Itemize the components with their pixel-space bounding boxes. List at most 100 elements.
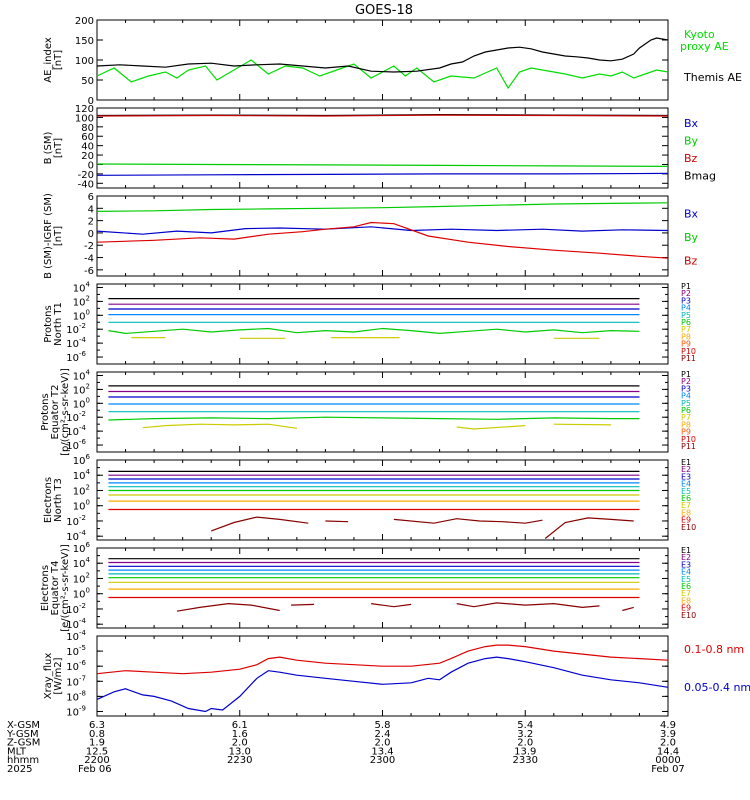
- x-axis-cell: 14.4: [657, 746, 679, 757]
- panel-frame: [96, 19, 669, 101]
- legend-entry: Kyoto: [684, 28, 715, 41]
- legend-entry: P7: [681, 325, 691, 334]
- series-line-p6: [108, 327, 640, 335]
- y-tick-label: 60: [81, 132, 94, 143]
- legend-entry: By: [684, 134, 699, 147]
- y-tick-label: 200: [75, 16, 94, 27]
- legend-entry: By: [684, 231, 699, 244]
- series-line-e10: [371, 603, 412, 608]
- x-axis-cell: 13.9: [514, 746, 536, 757]
- y-tick-label: 0: [88, 160, 94, 171]
- x-axis-cell: 2.0: [232, 738, 248, 749]
- legend-entry: Bmag: [684, 169, 716, 182]
- series-line-p6: [108, 416, 640, 421]
- y-tick-label: 100: [75, 56, 94, 67]
- legend-entry: E8: [681, 596, 691, 605]
- x-axis-cell: 2330: [513, 755, 538, 766]
- series-line-by: [96, 202, 669, 212]
- legend-entry: P6: [681, 318, 691, 327]
- y-tick-label: 102: [73, 382, 90, 396]
- y-axis-title: North T3: [53, 478, 64, 522]
- legend-entry: P11: [681, 354, 696, 363]
- y-tick-label: 100: [73, 499, 90, 513]
- series-line-bx: [96, 226, 669, 235]
- x-axis-row-label: 2025: [7, 764, 32, 775]
- series-line-bx: [96, 172, 669, 176]
- series-line-themis-ae: [96, 37, 669, 73]
- legend-entry: E6: [681, 494, 691, 503]
- legend-entry: P9: [681, 428, 691, 437]
- legend-entry: P11: [681, 442, 696, 451]
- y-tick-label: 50: [81, 76, 94, 87]
- series-line-p7: [553, 423, 611, 426]
- legend-entry: P2: [681, 377, 691, 386]
- y-tick-label: 20: [81, 151, 94, 162]
- legend-entry: E5: [681, 487, 691, 496]
- y-tick-label: 80: [81, 123, 94, 134]
- series-line-e10: [176, 602, 280, 612]
- x-axis-cell: Feb 06: [78, 764, 112, 775]
- legend-entry: P4: [681, 304, 691, 313]
- y-tick-label: 10-6: [66, 659, 86, 673]
- legend-entry: E6: [681, 582, 691, 591]
- legend-entry: P1: [681, 370, 691, 379]
- y-axis-title: Electrons: [40, 565, 51, 611]
- x-axis-cell: 4.9: [660, 720, 676, 731]
- y-tick-label: 4: [88, 204, 94, 215]
- x-axis-cell: 1.9: [89, 738, 105, 749]
- x-axis-cell: 6.1: [232, 720, 248, 731]
- x-axis-row-label: MLT: [7, 746, 27, 757]
- x-axis-cell: 2.0: [375, 738, 391, 749]
- series-line-e10: [456, 602, 600, 609]
- series-line-e10: [622, 606, 634, 612]
- legend-entry: E9: [681, 516, 691, 525]
- y-tick-label: 102: [73, 294, 90, 308]
- y-tick-label: 100: [75, 113, 94, 124]
- panel-frame: [96, 635, 669, 717]
- legend-entry: Bz: [684, 152, 698, 165]
- legend-entry: P6: [681, 406, 691, 415]
- legend-entry: 0.05-0.4 nm: [684, 681, 750, 694]
- legend-entry: proxy AE: [680, 40, 729, 53]
- y-tick-label: 100: [73, 587, 90, 601]
- y-tick-label: 6: [88, 192, 94, 203]
- x-axis-cell: 3.9: [660, 729, 676, 740]
- y-axis-title: Equator T2: [50, 385, 61, 440]
- y-tick-label: 102: [73, 571, 90, 585]
- x-axis-table: X-GSMY-GSMZ-GSMMLThhmm20256.30.81.912.52…: [6, 720, 685, 775]
- x-axis-cell: 13.4: [371, 746, 393, 757]
- legend-entry: P7: [681, 413, 691, 422]
- y-tick-label: 10-8: [66, 689, 86, 703]
- panel-xray: 10-410-510-610-710-810-9 Xray_flux [W/m2] 0…: [43, 629, 750, 718]
- legend-entry: E1: [681, 458, 691, 467]
- series-line-e10: [393, 518, 543, 524]
- y-axis-title: Equator T4: [50, 561, 61, 616]
- y-tick-label: 104: [73, 368, 91, 382]
- legend-entry: P3: [681, 296, 691, 305]
- y-axis-title: AE_index: [43, 37, 54, 83]
- x-axis-cell: Feb 07: [651, 764, 685, 775]
- legend-entry: E8: [681, 508, 691, 517]
- x-axis-cell: 2.0: [660, 738, 676, 749]
- x-axis-cell: 0000: [655, 755, 680, 766]
- legend-entry: Bx: [684, 208, 699, 221]
- x-axis-cell: 12.5: [86, 746, 108, 757]
- x-axis-row-label: Z-GSM: [7, 738, 40, 749]
- y-tick-label: 10-4: [66, 629, 86, 643]
- x-axis-cell: 5.8: [375, 720, 391, 731]
- legend-entry: E9: [681, 604, 691, 613]
- y-axis-title: [nT]: [53, 138, 64, 158]
- y-tick-label: 10-2: [66, 322, 86, 336]
- legend-entry: P8: [681, 332, 691, 341]
- series-line-by: [96, 163, 669, 167]
- y-tick-label: 100: [73, 308, 90, 322]
- series-line-0-1-0-8-nm: [96, 644, 669, 675]
- panel-frame: [96, 547, 669, 629]
- x-axis-cell: 0.8: [89, 729, 105, 740]
- legend-entry: E3: [681, 560, 691, 569]
- legend-entry: P2: [681, 289, 691, 298]
